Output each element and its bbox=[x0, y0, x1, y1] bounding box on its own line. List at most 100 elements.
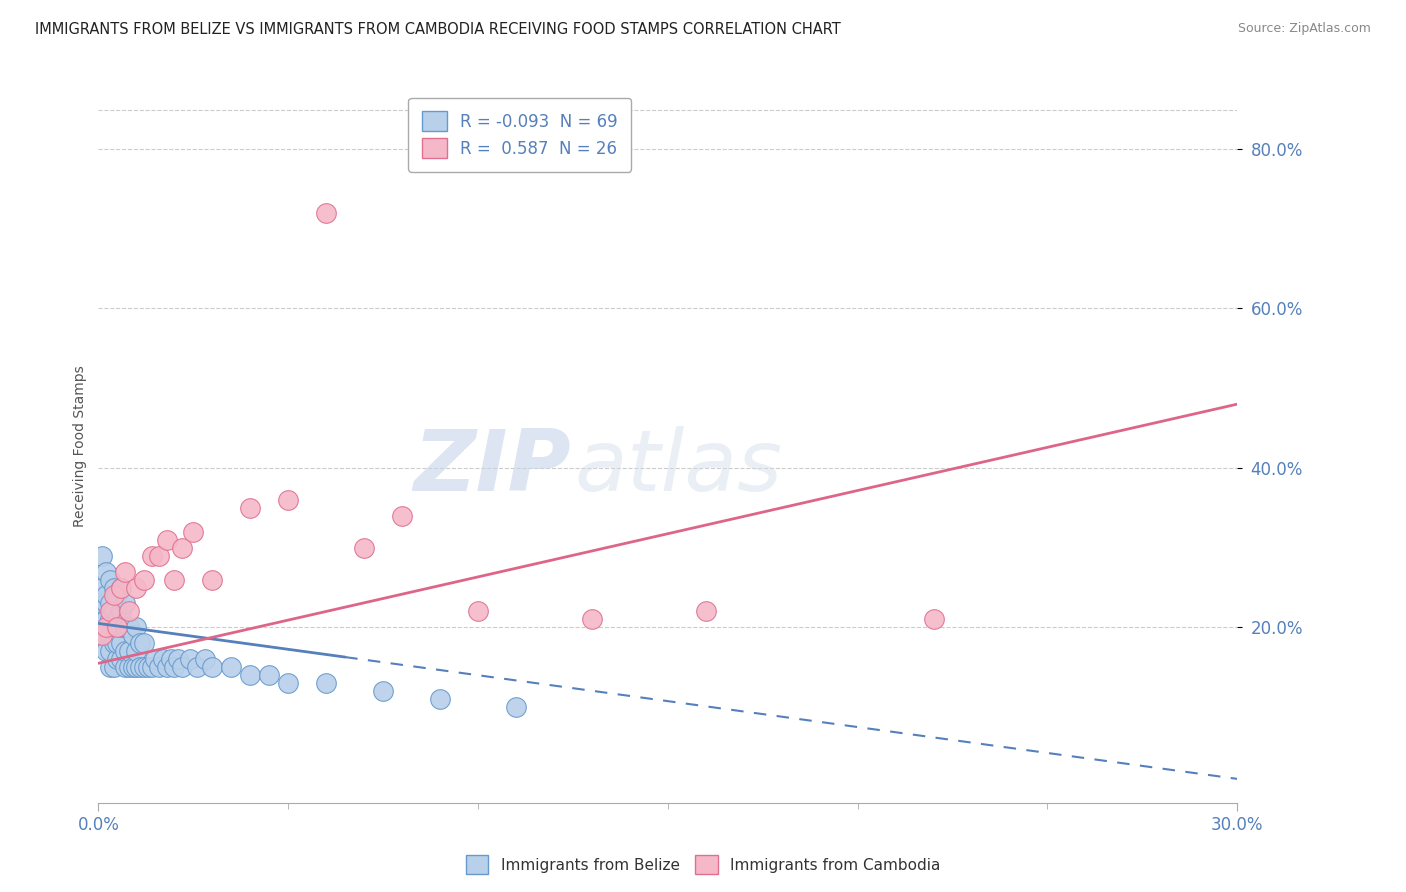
Point bbox=[103, 620, 125, 634]
Text: atlas: atlas bbox=[575, 425, 783, 509]
Point bbox=[129, 636, 152, 650]
Point bbox=[186, 660, 208, 674]
Point bbox=[98, 573, 121, 587]
Point bbox=[141, 549, 163, 563]
Text: ZIP: ZIP bbox=[413, 425, 571, 509]
Point bbox=[170, 541, 193, 555]
Point bbox=[98, 604, 121, 618]
Point bbox=[179, 652, 201, 666]
Point bbox=[121, 660, 143, 674]
Point bbox=[239, 500, 262, 515]
Point bbox=[194, 652, 217, 666]
Point bbox=[94, 644, 117, 658]
Point bbox=[315, 206, 337, 220]
Point bbox=[114, 644, 136, 658]
Point bbox=[94, 565, 117, 579]
Point bbox=[114, 565, 136, 579]
Point bbox=[114, 620, 136, 634]
Point bbox=[259, 668, 281, 682]
Point bbox=[141, 660, 163, 674]
Point bbox=[103, 660, 125, 674]
Point bbox=[94, 612, 117, 626]
Point bbox=[110, 604, 132, 618]
Point bbox=[91, 597, 114, 611]
Point bbox=[371, 684, 394, 698]
Point bbox=[94, 628, 117, 642]
Point bbox=[315, 676, 337, 690]
Point bbox=[118, 644, 141, 658]
Point bbox=[132, 636, 155, 650]
Point bbox=[98, 612, 121, 626]
Point bbox=[132, 660, 155, 674]
Point bbox=[114, 660, 136, 674]
Point bbox=[107, 652, 129, 666]
Point bbox=[391, 508, 413, 523]
Point bbox=[107, 589, 129, 603]
Point bbox=[125, 620, 148, 634]
Point bbox=[91, 581, 114, 595]
Legend: Immigrants from Belize, Immigrants from Cambodia: Immigrants from Belize, Immigrants from … bbox=[460, 849, 946, 880]
Point bbox=[107, 612, 129, 626]
Point bbox=[94, 620, 117, 634]
Point bbox=[125, 581, 148, 595]
Point bbox=[91, 549, 114, 563]
Point bbox=[121, 628, 143, 642]
Point bbox=[145, 652, 167, 666]
Point bbox=[167, 652, 190, 666]
Point bbox=[103, 636, 125, 650]
Point bbox=[201, 660, 224, 674]
Point bbox=[170, 660, 193, 674]
Text: IMMIGRANTS FROM BELIZE VS IMMIGRANTS FROM CAMBODIA RECEIVING FOOD STAMPS CORRELA: IMMIGRANTS FROM BELIZE VS IMMIGRANTS FRO… bbox=[35, 22, 841, 37]
Point bbox=[107, 636, 129, 650]
Point bbox=[98, 628, 121, 642]
Text: Source: ZipAtlas.com: Source: ZipAtlas.com bbox=[1237, 22, 1371, 36]
Point bbox=[148, 660, 170, 674]
Point bbox=[94, 589, 117, 603]
Point bbox=[118, 604, 141, 618]
Point bbox=[118, 620, 141, 634]
Point bbox=[94, 597, 117, 611]
Point bbox=[118, 660, 141, 674]
Legend: R = -0.093  N = 69, R =  0.587  N = 26: R = -0.093 N = 69, R = 0.587 N = 26 bbox=[409, 97, 631, 171]
Point bbox=[125, 660, 148, 674]
Point bbox=[110, 620, 132, 634]
Point bbox=[114, 597, 136, 611]
Point bbox=[91, 612, 114, 626]
Point bbox=[277, 492, 299, 507]
Point bbox=[505, 700, 527, 714]
Point bbox=[163, 573, 186, 587]
Point bbox=[159, 652, 181, 666]
Point bbox=[132, 573, 155, 587]
Point bbox=[156, 660, 179, 674]
Point bbox=[183, 524, 205, 539]
Point bbox=[136, 660, 159, 674]
Point bbox=[91, 628, 114, 642]
Point bbox=[110, 581, 132, 595]
Point bbox=[98, 660, 121, 674]
Point bbox=[429, 692, 451, 706]
Point bbox=[110, 636, 132, 650]
Point bbox=[107, 620, 129, 634]
Point bbox=[581, 612, 603, 626]
Point bbox=[277, 676, 299, 690]
Point bbox=[110, 581, 132, 595]
Point bbox=[152, 652, 174, 666]
Point bbox=[148, 549, 170, 563]
Y-axis label: Receiving Food Stamps: Receiving Food Stamps bbox=[73, 365, 87, 527]
Point bbox=[353, 541, 375, 555]
Point bbox=[103, 604, 125, 618]
Point bbox=[103, 581, 125, 595]
Point bbox=[239, 668, 262, 682]
Point bbox=[163, 660, 186, 674]
Point bbox=[156, 533, 179, 547]
Point bbox=[103, 589, 125, 603]
Point bbox=[98, 597, 121, 611]
Point bbox=[467, 604, 489, 618]
Point bbox=[129, 660, 152, 674]
Point bbox=[201, 573, 224, 587]
Point bbox=[91, 628, 114, 642]
Point bbox=[110, 652, 132, 666]
Point bbox=[695, 604, 717, 618]
Point bbox=[125, 644, 148, 658]
Point bbox=[98, 644, 121, 658]
